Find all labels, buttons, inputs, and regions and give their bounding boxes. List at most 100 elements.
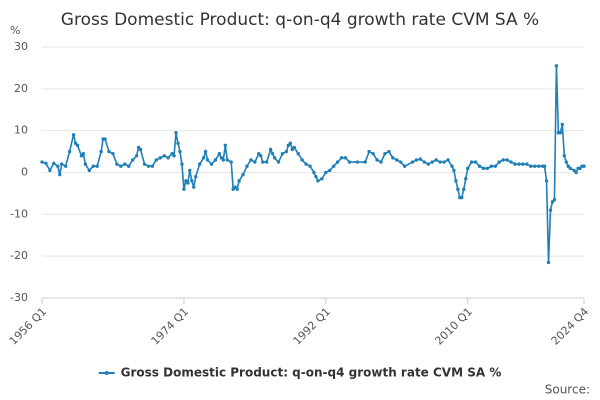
data-point xyxy=(186,181,190,185)
data-point xyxy=(150,164,155,168)
data-point xyxy=(75,143,80,148)
data-point xyxy=(130,158,135,162)
data-point xyxy=(138,147,143,152)
data-point xyxy=(107,149,111,154)
data-point xyxy=(81,151,86,156)
data-point xyxy=(111,151,115,156)
y-tick-label: -10 xyxy=(10,207,28,220)
data-point xyxy=(174,131,178,135)
data-point xyxy=(162,154,166,158)
x-tick-label: 1974 Q1 xyxy=(149,305,192,348)
data-point xyxy=(229,160,233,164)
data-point xyxy=(253,160,257,164)
data-point xyxy=(347,160,352,164)
data-point xyxy=(521,162,525,166)
data-point xyxy=(261,160,265,164)
data-point xyxy=(481,166,486,171)
data-point xyxy=(48,168,52,173)
data-point xyxy=(505,158,509,162)
data-point xyxy=(312,170,316,175)
data-point xyxy=(203,149,208,154)
data-point xyxy=(446,158,450,162)
chart-title: Gross Domestic Product: q-on-q4 growth r… xyxy=(61,10,539,30)
data-point xyxy=(371,151,375,156)
data-point xyxy=(564,160,568,164)
data-point xyxy=(339,156,344,160)
data-point xyxy=(44,161,48,165)
y-tick-label: 20 xyxy=(14,82,28,95)
data-point xyxy=(320,177,324,181)
data-point xyxy=(284,149,289,154)
data-point xyxy=(268,147,273,152)
data-point xyxy=(460,195,464,200)
data-point xyxy=(249,158,253,162)
data-point xyxy=(213,158,218,162)
data-point xyxy=(63,164,68,168)
data-point xyxy=(172,154,176,158)
data-point xyxy=(568,166,572,171)
data-point xyxy=(182,187,186,191)
data-point xyxy=(387,149,391,154)
data-point xyxy=(343,156,348,160)
data-point xyxy=(119,164,123,168)
data-point xyxy=(466,166,470,171)
data-point xyxy=(245,164,249,168)
data-point xyxy=(178,149,182,154)
data-point xyxy=(205,158,210,162)
data-point xyxy=(188,168,192,173)
data-point xyxy=(375,158,379,162)
data-point xyxy=(355,160,360,164)
data-point xyxy=(192,185,196,189)
data-point xyxy=(300,158,304,162)
data-point xyxy=(574,170,578,175)
data-point xyxy=(180,162,184,166)
data-point xyxy=(292,145,296,150)
data-point xyxy=(434,158,438,162)
data-point xyxy=(513,162,517,166)
data-point xyxy=(462,187,466,191)
data-point xyxy=(582,164,586,168)
data-point xyxy=(410,160,415,164)
legend: Gross Domestic Product: q-on-q4 growth r… xyxy=(98,366,502,380)
data-point xyxy=(536,164,541,168)
data-point xyxy=(493,164,498,168)
data-point xyxy=(83,162,88,166)
x-tick-label: 2024 Q4 xyxy=(549,305,592,348)
data-point xyxy=(548,208,553,212)
data-point xyxy=(190,179,194,183)
data-point xyxy=(525,162,529,166)
data-point xyxy=(363,160,367,164)
data-point xyxy=(166,156,170,160)
data-point xyxy=(391,156,395,160)
data-point xyxy=(201,156,206,160)
data-point xyxy=(450,164,454,168)
data-point xyxy=(452,168,456,173)
data-point xyxy=(314,174,318,179)
data-point xyxy=(464,177,468,181)
data-point xyxy=(127,164,131,168)
data-point xyxy=(308,164,312,168)
data-point xyxy=(223,143,227,148)
data-point xyxy=(235,187,239,191)
data-point xyxy=(264,160,269,164)
data-point xyxy=(259,154,263,158)
data-point xyxy=(473,160,478,164)
x-tick-label: 2010 Q1 xyxy=(432,305,475,348)
data-point xyxy=(52,161,56,165)
data-point xyxy=(328,168,332,173)
data-point xyxy=(123,162,127,166)
data-point xyxy=(316,179,320,183)
data-point xyxy=(40,160,44,164)
data-point xyxy=(517,162,521,166)
x-tick-label: 1992 Q1 xyxy=(291,305,334,348)
data-point xyxy=(546,260,551,265)
data-point xyxy=(402,164,407,168)
data-point xyxy=(146,164,151,168)
data-point xyxy=(331,164,336,168)
data-point xyxy=(209,162,214,166)
legend-label: Gross Domestic Product: q-on-q4 growth r… xyxy=(121,366,502,380)
data-point xyxy=(280,151,285,156)
data-point xyxy=(562,154,566,158)
data-point xyxy=(241,172,245,177)
data-point xyxy=(426,162,430,166)
